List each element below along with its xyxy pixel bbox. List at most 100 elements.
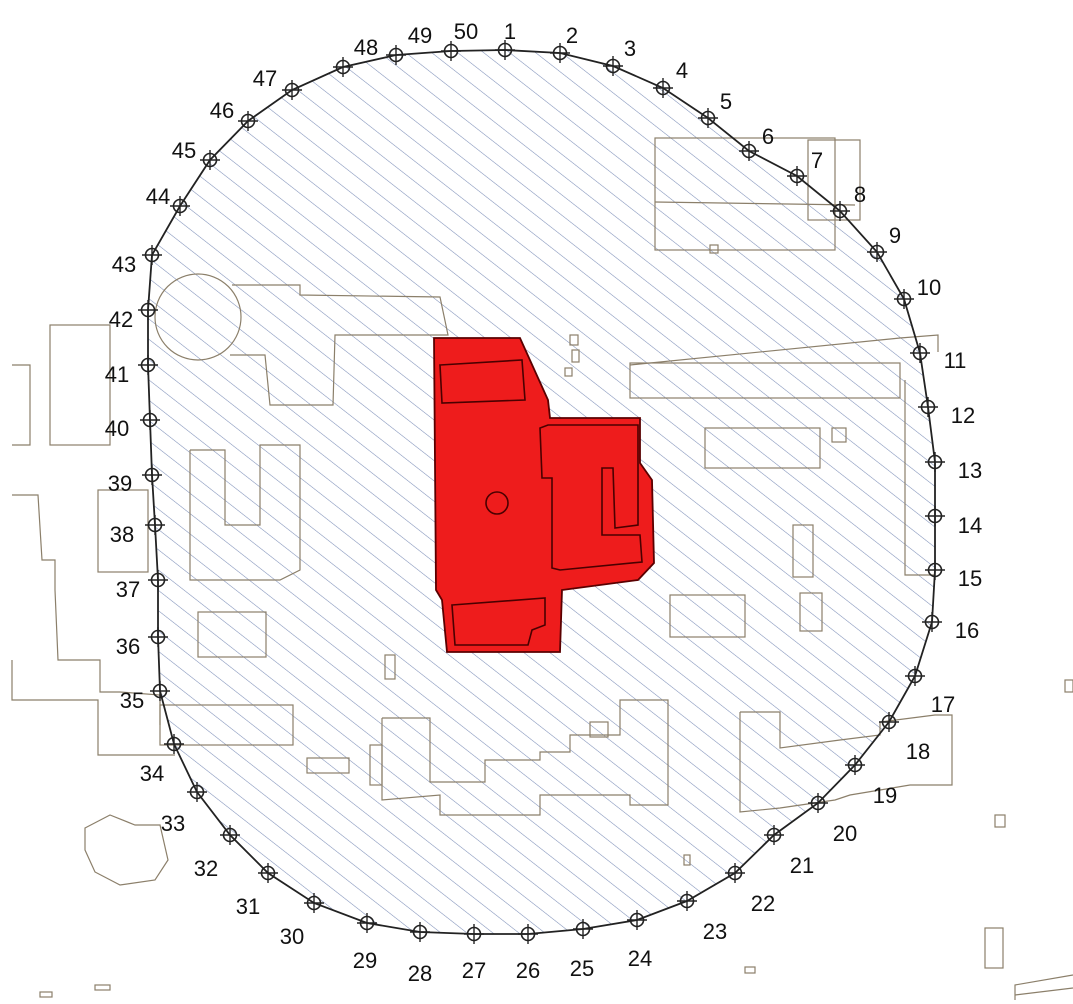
crosshair-icon	[789, 168, 805, 184]
boundary-point-label: 37	[116, 577, 140, 602]
boundary-point-marker: 50	[441, 19, 478, 61]
boundary-point-label: 22	[751, 891, 775, 916]
crosshair-icon	[520, 926, 536, 942]
crosshair-icon	[927, 562, 943, 578]
crosshair-icon	[896, 291, 912, 307]
boundary-point-marker: 1	[495, 19, 516, 60]
boundary-point-label: 41	[105, 362, 129, 387]
crosshair-icon	[260, 865, 276, 881]
boundary-point-label: 45	[172, 138, 196, 163]
boundary-point-label: 24	[628, 946, 652, 971]
boundary-point-marker: 38	[110, 515, 165, 547]
boundary-point-label: 12	[951, 403, 975, 428]
boundary-point-markers: 1 234567891011121314151617181920212223242…	[105, 19, 982, 986]
boundary-point-label: 5	[720, 89, 732, 114]
boundary-point-marker: 44	[146, 184, 190, 216]
boundary-point-marker: 19	[845, 755, 897, 808]
boundary-point-marker: 33	[161, 782, 207, 836]
boundary-point-marker: 42	[109, 300, 158, 332]
boundary-point-marker: 10	[894, 275, 941, 309]
boundary-point-label: 50	[454, 19, 478, 44]
boundary-point-marker: 24	[627, 910, 652, 971]
boundary-point-marker: 3	[603, 36, 636, 76]
boundary-point-label: 13	[958, 458, 982, 483]
boundary-point-marker: 7	[787, 148, 823, 186]
crosshair-icon	[306, 895, 322, 911]
crosshair-icon	[202, 152, 218, 168]
target-building	[433, 337, 655, 653]
crosshair-icon	[655, 80, 671, 96]
boundary-point-marker: 34	[140, 734, 184, 786]
crosshair-icon	[443, 43, 459, 59]
crosshair-icon	[189, 784, 205, 800]
boundary-point-marker: 47	[253, 66, 302, 100]
boundary-point-label: 47	[253, 66, 277, 91]
crosshair-icon	[912, 345, 928, 361]
crosshair-icon	[920, 399, 936, 415]
boundary-point-label: 34	[140, 761, 164, 786]
boundary-point-marker: 35	[120, 681, 170, 713]
building-outlines	[11, 137, 1073, 1000]
crosshair-icon	[927, 454, 943, 470]
crosshair-icon	[140, 302, 156, 318]
boundary-point-marker: 11	[910, 343, 966, 373]
boundary-point-marker: 5	[698, 89, 732, 128]
boundary-point-marker: 49	[386, 23, 432, 65]
crosshair-icon	[552, 45, 568, 61]
boundary-point-marker: 12	[918, 397, 975, 428]
crosshair-icon	[832, 203, 848, 219]
crosshair-icon	[147, 517, 163, 533]
boundary-point-label: 17	[931, 692, 955, 717]
crosshair-icon	[924, 614, 940, 630]
boundary-point-label: 6	[762, 124, 774, 149]
boundary-point-marker: 26	[516, 924, 540, 983]
boundary-point-marker: 40	[105, 410, 160, 441]
crosshair-icon	[152, 683, 168, 699]
boundary-point-label: 23	[703, 919, 727, 944]
boundary-point-marker: 16	[922, 612, 979, 643]
boundary-point-marker: 48	[333, 35, 378, 77]
boundary-point-marker: 9	[867, 223, 901, 262]
crosshair-icon	[240, 113, 256, 129]
crosshair-icon	[881, 714, 897, 730]
crosshair-icon	[388, 47, 404, 63]
boundary-point-marker: 15	[925, 560, 982, 591]
boundary-point-label: 36	[116, 634, 140, 659]
boundary-point-label: 38	[110, 522, 134, 547]
boundary-point-marker: 8	[830, 182, 866, 221]
boundary-point-marker: 6	[739, 124, 774, 161]
boundary-point-marker: 20	[808, 793, 857, 846]
crosshair-icon	[927, 508, 943, 524]
boundary-point-label: 32	[194, 856, 218, 881]
boundary-point-label: 35	[120, 688, 144, 713]
crosshair-icon	[172, 198, 188, 214]
boundary-point-label: 16	[955, 618, 979, 643]
crosshair-icon	[605, 58, 621, 74]
boundary-point-marker: 36	[116, 627, 168, 659]
boundary-point-label: 9	[889, 223, 901, 248]
boundary-point-marker: 14	[925, 506, 982, 538]
boundary-point-marker: 27	[462, 924, 486, 983]
crosshair-icon	[575, 921, 591, 937]
crosshair-icon	[166, 736, 182, 752]
boundary-point-label: 10	[917, 275, 941, 300]
boundary-point-marker: 23	[677, 891, 727, 944]
boundary-point-label: 28	[408, 961, 432, 986]
crosshair-icon	[810, 795, 826, 811]
boundary-point-label: 31	[236, 894, 260, 919]
boundary-point-label: 2	[566, 23, 578, 48]
boundary-point-marker: 37	[116, 570, 168, 602]
boundary-point-label: 11	[944, 348, 967, 373]
boundary-point-marker: 32	[194, 825, 240, 881]
crosshair-icon	[359, 915, 375, 931]
boundary-point-marker: 30	[280, 893, 324, 949]
boundary-point-marker: 2	[550, 23, 578, 63]
boundary-point-marker: 43	[112, 245, 162, 277]
boundary-point-label: 19	[873, 783, 897, 808]
crosshair-icon	[741, 143, 757, 159]
boundary-point-label: 14	[958, 513, 982, 538]
boundary-point-label: 15	[958, 566, 982, 591]
boundary-point-label: 8	[854, 182, 866, 207]
crosshair-icon	[222, 827, 238, 843]
